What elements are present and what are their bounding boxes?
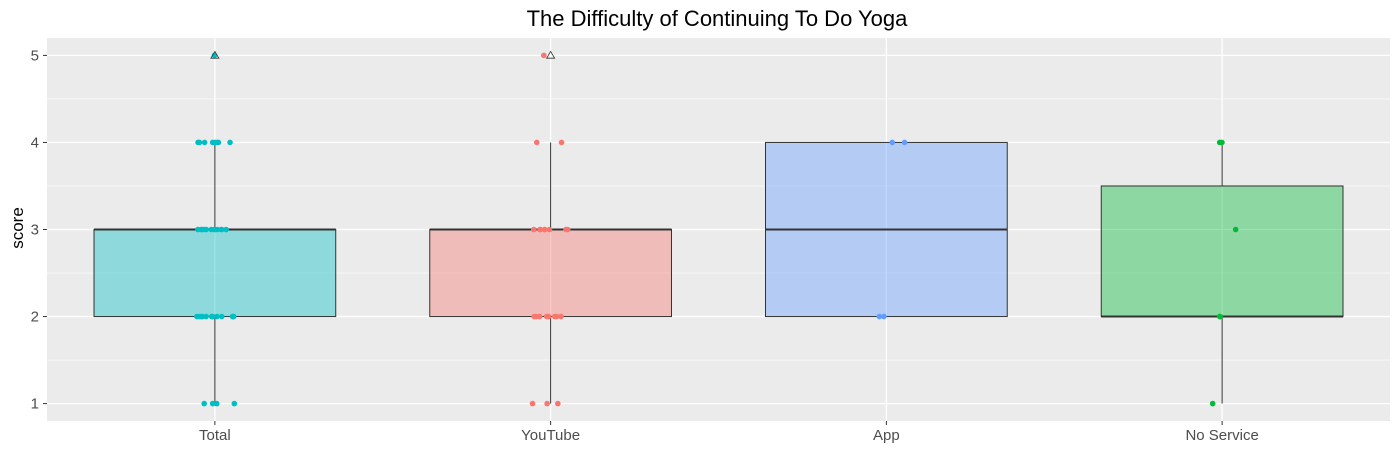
data-point [195, 139, 201, 146]
outlier-marker [210, 50, 220, 59]
box-iqr [429, 229, 672, 318]
data-point [546, 226, 553, 233]
plot-area: 1 2 3 4 5 Total YouTube App No Service [31, 38, 1390, 444]
data-point [201, 400, 207, 407]
data-point [203, 313, 209, 320]
y-tick-label: 3 [31, 222, 39, 239]
y-tick-label: 2 [31, 309, 39, 326]
data-point [211, 226, 218, 233]
outlier-marker [545, 50, 556, 59]
data-point [199, 226, 205, 233]
box-no-service [1100, 142, 1344, 404]
data-point [209, 400, 216, 407]
data-point [553, 313, 560, 320]
data-point [218, 313, 225, 320]
data-point [218, 226, 225, 233]
data-point [545, 313, 552, 320]
data-point [536, 313, 543, 320]
box-iqr [93, 229, 337, 318]
data-point [230, 313, 236, 320]
data-point [1216, 313, 1223, 320]
data-point [1216, 139, 1223, 146]
data-point [529, 400, 536, 407]
data-point [223, 226, 229, 233]
x-tick-label: Total [199, 427, 231, 444]
data-point [876, 313, 883, 320]
data-point [531, 226, 537, 233]
data-point [208, 313, 215, 320]
data-point [537, 226, 543, 233]
y-axis-title: score [8, 207, 27, 249]
data-point [1232, 226, 1239, 233]
data-point [214, 313, 220, 320]
data-point [231, 400, 238, 407]
data-point [1209, 400, 1216, 407]
chart-title: The Difficulty of Continuing To Do Yoga [527, 6, 909, 31]
box-total [93, 142, 337, 404]
x-tick-label: No Service [1185, 427, 1258, 444]
box-youtube [429, 142, 672, 404]
data-point [544, 400, 550, 407]
box-iqr [1100, 185, 1344, 318]
data-point [558, 313, 564, 320]
data-point [881, 313, 887, 320]
x-tick-label: YouTube [521, 427, 580, 444]
data-point [201, 139, 208, 146]
x-tick-label: App [873, 427, 900, 444]
data-point [541, 226, 548, 233]
data-point [227, 139, 233, 146]
data-point [563, 226, 569, 233]
data-point [213, 400, 220, 407]
data-point [901, 139, 908, 146]
data-point [558, 139, 565, 146]
data-point [541, 52, 547, 59]
data-point [531, 313, 538, 320]
data-point [215, 139, 222, 146]
y-tick-label: 1 [31, 396, 39, 413]
data-point [555, 400, 561, 407]
box-app [765, 141, 1008, 318]
data-point [889, 139, 896, 146]
y-tick-label: 5 [31, 47, 39, 64]
data-point [533, 139, 540, 146]
y-tick-label: 4 [31, 134, 39, 151]
data-point [198, 313, 205, 320]
